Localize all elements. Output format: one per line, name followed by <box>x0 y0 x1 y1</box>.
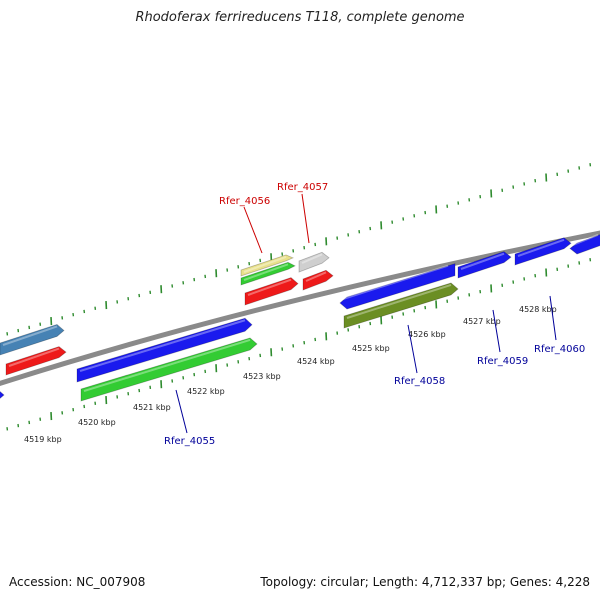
gene-label-leader <box>175 389 188 434</box>
gene-rfer-4060 <box>514 237 572 266</box>
topology-text: Topology: circular; Length: 4,712,337 bp… <box>260 575 590 589</box>
kbp-label: 4522 kbp <box>187 387 225 396</box>
gene-steelblue-left-highlight <box>2 325 58 346</box>
kbp-labels: 4519 kbp 4520 kbp 4521 kbp 4522 kbp 4523… <box>24 305 557 444</box>
gene-labels: Rfer_4055 Rfer_4056 Rfer_4057 Rfer_4058 … <box>164 182 585 447</box>
genome-backbone <box>0 230 600 387</box>
kbp-label: 4520 kbp <box>78 418 116 427</box>
gene-blue-right-edge-highlight <box>572 233 599 246</box>
accession-text: Accession: NC_007908 <box>9 575 146 589</box>
gene-rfer-4058-forward <box>339 263 456 310</box>
gene-green-long-highlight <box>83 339 251 392</box>
gene-rfer-4058-olive <box>343 282 459 329</box>
gene-rfer-4056 <box>244 277 299 306</box>
gene-label-leader <box>407 324 418 374</box>
gene-label-leader <box>549 295 557 341</box>
gene-rfer-4056-highlight <box>247 278 292 296</box>
gene-green-long <box>80 337 258 402</box>
gene-label-rfer-4060[interactable]: Rfer_4060 <box>534 344 585 355</box>
gene-label-leader <box>243 206 263 254</box>
gene-red-left-highlight <box>8 347 60 367</box>
gene-blue-right-edge <box>569 234 600 255</box>
gene-label-rfer-4059[interactable]: Rfer_4059 <box>477 356 528 367</box>
gene-red-left <box>5 346 67 376</box>
kbp-label: 4519 kbp <box>24 435 62 444</box>
gene-rfer-4055-forward-highlight <box>79 319 246 372</box>
gene-rfer-4058-olive-highlight <box>346 283 452 319</box>
kbp-label: 4526 kbp <box>408 330 446 339</box>
gene-label-rfer-4057[interactable]: Rfer_4057 <box>277 182 328 193</box>
gene-green-short-highlight <box>243 263 289 281</box>
map-title: Rhodoferax ferrireducens T118, complete … <box>135 10 465 25</box>
kbp-label: 4521 kbp <box>133 403 171 412</box>
kbp-label: 4525 kbp <box>352 344 390 353</box>
kbp-label: 4527 kbp <box>463 317 501 326</box>
gene-label-leader <box>492 309 501 353</box>
gene-yellow-short <box>240 254 295 277</box>
gene-rfer-4057-highlight <box>305 271 327 282</box>
kbp-label: 4524 kbp <box>297 357 335 366</box>
gene-rfer-4059 <box>457 251 512 279</box>
gene-rfer-4060-highlight <box>517 238 565 257</box>
gene-rfer-4059-highlight <box>460 252 505 270</box>
gene-steelblue-left <box>0 323 65 356</box>
gene-yellow-short-highlight <box>243 255 287 273</box>
gene-label-leader <box>301 193 310 244</box>
gene-features <box>0 233 600 402</box>
gene-label-rfer-4056[interactable]: Rfer_4056 <box>219 196 270 207</box>
gene-blue-edge <box>0 390 5 399</box>
kbp-label: 4528 kbp <box>519 305 557 314</box>
kbp-label: 4523 kbp <box>243 372 281 381</box>
gene-rfer-4057 <box>302 269 334 291</box>
gene-rfer-4055-forward <box>76 317 253 383</box>
gene-grey-short <box>298 251 330 273</box>
gene-grey-short-highlight <box>301 253 323 264</box>
track-ticks <box>6 163 592 431</box>
gene-label-rfer-4055[interactable]: Rfer_4055 <box>164 436 215 447</box>
gene-rfer-4058-forward-highlight <box>342 264 449 300</box>
gene-green-short <box>240 261 296 286</box>
gene-label-rfer-4058[interactable]: Rfer_4058 <box>394 376 445 387</box>
